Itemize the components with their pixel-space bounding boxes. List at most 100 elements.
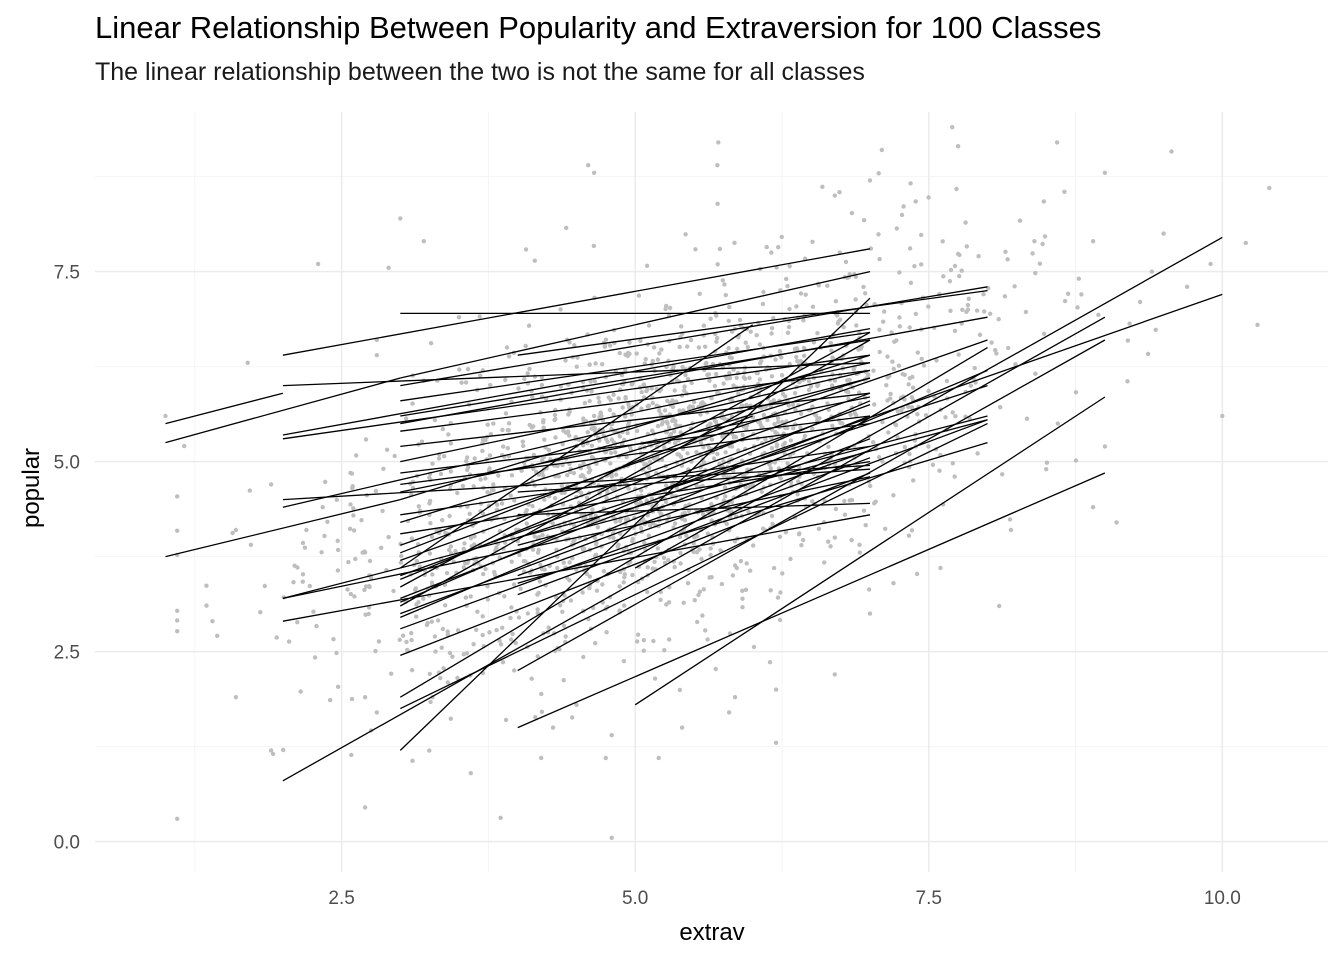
scatter-point [627, 340, 632, 345]
scatter-point [428, 699, 433, 705]
class-regression-line [634, 396, 1106, 706]
scatter-point [658, 412, 663, 417]
scatter-point [907, 246, 913, 251]
class-regression-line [517, 449, 871, 577]
scatter-point [833, 299, 839, 304]
scatter-point [810, 404, 815, 409]
scatter-point [362, 695, 368, 700]
scatter-point [776, 419, 781, 425]
scatter-point [667, 305, 673, 311]
scatter-point [906, 533, 912, 538]
scatter-point [948, 308, 953, 313]
scatter-point [558, 603, 563, 608]
scatter-point [611, 412, 616, 417]
scatter-point [1002, 294, 1008, 299]
scatter-point [832, 672, 837, 677]
scatter-point [429, 580, 435, 585]
scatter-point [740, 596, 745, 601]
scatter-point [694, 483, 699, 488]
class-regression-line [282, 316, 1106, 782]
scatter-point [849, 537, 854, 543]
scatter-point [503, 411, 509, 416]
scatter-point [677, 344, 682, 350]
scatter-point [858, 346, 863, 351]
scatter-point [703, 628, 708, 633]
scatter-point [698, 440, 704, 446]
scatter-point [835, 313, 840, 318]
scatter-point [861, 218, 867, 223]
scatter-point [617, 350, 622, 356]
scatter-point [714, 371, 719, 377]
x-tick-label: 7.5 [916, 888, 942, 909]
scatter-point [593, 641, 598, 646]
scatter-point [533, 715, 538, 720]
scatter-point [175, 494, 180, 499]
scatter-point [621, 658, 627, 664]
scatter-point [448, 716, 453, 721]
scatter-point [508, 493, 513, 498]
scatter-point [623, 517, 629, 522]
scatter-point [499, 501, 505, 506]
scatter-point [644, 263, 650, 268]
scatter-point [335, 547, 341, 553]
scatter-point [1073, 458, 1079, 463]
scatter-point [331, 637, 336, 642]
scatter-point [955, 144, 961, 149]
scatter-point [825, 401, 830, 406]
scatter-point [286, 639, 292, 644]
scatter-point [443, 603, 448, 608]
scatter-point [772, 460, 778, 465]
scatter-point [516, 386, 521, 391]
scatter-point [842, 512, 848, 517]
scatter-point [798, 425, 803, 430]
scatter-point [708, 552, 713, 558]
scatter-point [1075, 305, 1080, 310]
scatter-point [463, 380, 469, 385]
scatter-point [529, 676, 534, 681]
scatter-point [596, 395, 601, 400]
scatter-point [891, 581, 896, 586]
scatter-point [409, 637, 414, 643]
scatter-point [1005, 257, 1010, 262]
scatter-point [570, 556, 575, 561]
scatter-point [230, 530, 235, 536]
scatter-point [771, 565, 777, 571]
scatter-point [553, 435, 558, 440]
scatter-point [540, 470, 545, 475]
scatter-point [656, 755, 661, 761]
scatter-point [414, 614, 419, 619]
grid-lines [95, 112, 1328, 872]
scatter-point [455, 675, 460, 681]
scatter-point [730, 573, 736, 578]
scatter-point [509, 559, 514, 564]
scatter-point [1076, 276, 1082, 281]
scatter-point [1137, 299, 1143, 305]
scatter-point [744, 561, 749, 566]
scatter-point [908, 280, 914, 285]
scatter-point [810, 304, 816, 309]
scatter-point [658, 597, 663, 602]
scatter-point [715, 451, 720, 457]
scatter-point [779, 355, 784, 360]
scatter-point [483, 476, 488, 481]
scatter-point [520, 439, 525, 444]
scatter-point [345, 587, 350, 592]
scatter-point [538, 562, 543, 568]
scatter-point [837, 190, 842, 195]
scatter-point [901, 204, 906, 209]
scatter-point [952, 474, 957, 479]
scatter-point [715, 201, 720, 206]
scatter-point [532, 534, 537, 539]
scatter-point [757, 377, 763, 382]
scatter-point [919, 232, 924, 238]
scatter-point [604, 437, 609, 442]
scatter-point [447, 547, 452, 553]
scatter-point [374, 353, 379, 358]
scatter-point [685, 376, 691, 382]
scatter-point [913, 311, 918, 317]
scatter-point [233, 527, 239, 533]
scatter-point [600, 582, 605, 587]
scatter-point [906, 382, 911, 387]
scatter-point [617, 434, 622, 439]
